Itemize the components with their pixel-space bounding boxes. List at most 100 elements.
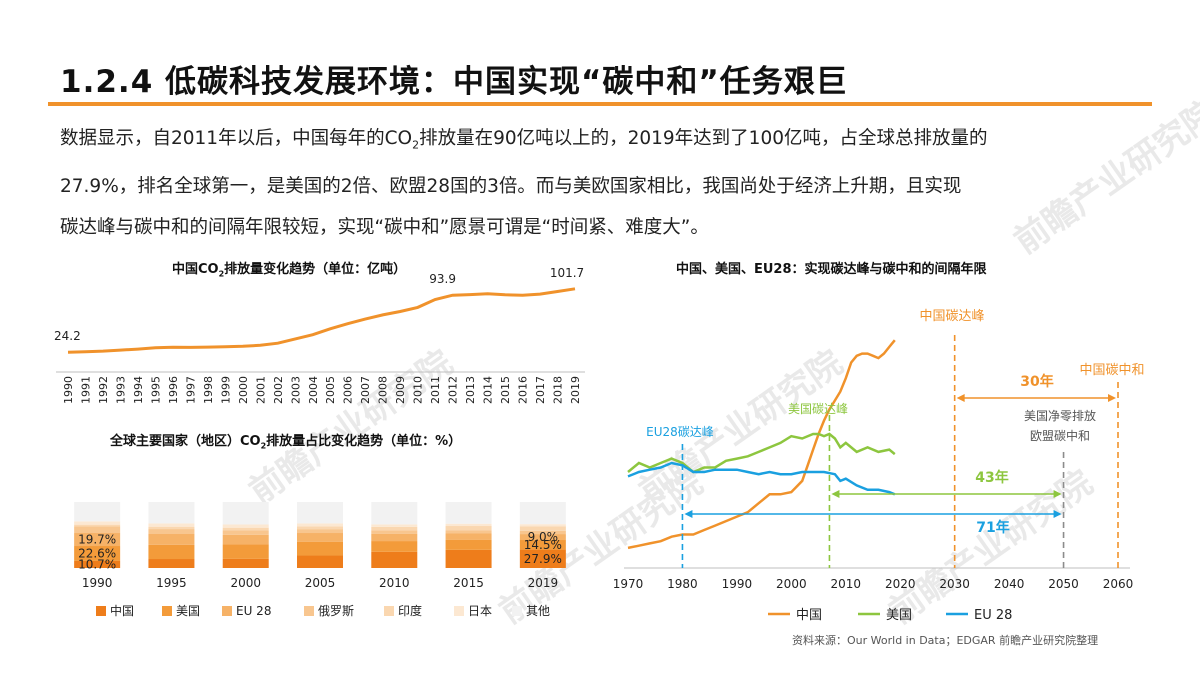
chart-1-title-a: 中国CO xyxy=(172,262,219,277)
legend-label: 日本 xyxy=(468,604,492,618)
legend-swatch xyxy=(512,606,522,616)
bar-segment xyxy=(371,526,418,531)
bar-segment xyxy=(148,523,195,527)
chart-2-title-a: 全球主要国家（地区）CO xyxy=(110,434,261,449)
x-tick-label: 2005 xyxy=(324,376,337,404)
x-tick-label: 1980 xyxy=(667,577,698,591)
x-tick-label: 1990 xyxy=(62,376,75,404)
x-tick-label: 2019 xyxy=(569,376,582,404)
x-tick-label: 2012 xyxy=(447,376,460,404)
summary-line-1: 数据显示，自2011年以后，中国每年的CO2排放量在90亿吨以上的，2019年达… xyxy=(60,118,1150,166)
bar-segment xyxy=(445,533,492,540)
x-tick-label: 2015 xyxy=(499,376,512,404)
data-label: 14.5% xyxy=(524,538,562,552)
chart-3-title: 中国、美国、EU28：实现碳达峰与碳中和的间隔年限 xyxy=(676,262,987,277)
bar-segment xyxy=(222,534,269,545)
bar-segment xyxy=(371,541,418,552)
bar-segment xyxy=(519,530,566,535)
legend-label: 其他 xyxy=(526,604,550,618)
x-tick-label: 2019 xyxy=(528,576,559,590)
span-arrow-left xyxy=(684,510,693,518)
chart-1-title-b: 排放量变化趋势（单位：亿吨） xyxy=(224,262,407,277)
legend-label: EU 28 xyxy=(974,608,1012,623)
bar-segment xyxy=(74,533,121,547)
legend-swatch xyxy=(384,606,394,616)
span-label: 30年 xyxy=(1020,373,1053,390)
source-note: 资料来源：Our World in Data；EDGAR 前瞻产业研究院整理 xyxy=(792,634,1099,647)
marker-label: 欧盟碳中和 xyxy=(1030,428,1090,443)
bar-segment xyxy=(519,534,566,541)
x-tick-label: 2010 xyxy=(831,577,862,591)
legend-label: 中国 xyxy=(110,603,134,618)
x-tick-label: 2000 xyxy=(237,376,250,404)
bar-segment xyxy=(519,526,566,531)
legend-swatch xyxy=(304,606,314,616)
page-title: 1.2.4 低碳科技发展环境：中国实现“碳中和”任务艰巨 xyxy=(60,64,848,100)
bar-segment xyxy=(148,502,195,524)
x-tick-label: 1970 xyxy=(613,577,644,591)
bar-segment xyxy=(519,502,566,525)
bar-segment xyxy=(74,526,121,534)
data-label: 93.9 xyxy=(429,272,456,286)
bar-segment xyxy=(297,526,343,530)
legend-label: EU 28 xyxy=(236,604,271,618)
bar-segment xyxy=(222,527,269,531)
x-tick-label: 2009 xyxy=(394,376,407,404)
legend-swatch xyxy=(96,606,106,616)
legend-label: 俄罗斯 xyxy=(318,604,354,618)
x-tick-label: 2008 xyxy=(377,376,390,404)
span-arrow-left xyxy=(831,490,840,498)
bar-segment xyxy=(445,502,492,524)
bar-segment xyxy=(222,544,269,559)
data-label: 22.6% xyxy=(78,546,116,560)
marker-label: EU28碳达峰 xyxy=(646,425,714,439)
bar-segment xyxy=(371,530,418,534)
summary-line-3: 碳达峰与碳中和的间隔年限较短，实现“碳中和”愿景可谓是“时间紧、难度大”。 xyxy=(60,216,709,238)
x-tick-label: 1991 xyxy=(79,376,92,404)
x-tick-label: 2030 xyxy=(939,577,970,591)
x-tick-label: 1993 xyxy=(114,376,127,404)
data-label: 101.7 xyxy=(550,266,584,280)
data-label: 27.9% xyxy=(524,552,562,566)
span-label: 71年 xyxy=(976,519,1009,536)
marker-label: 美国净零排放 xyxy=(1024,408,1096,423)
summary-line-1-a: 数据显示，自2011年以后，中国每年的CO xyxy=(60,128,413,149)
summary-line-1-b: 排放量在90亿吨以上的，2019年达到了100亿吨，占全球总排放量的 xyxy=(419,128,988,149)
x-tick-label: 2020 xyxy=(885,577,916,591)
x-tick-label: 1995 xyxy=(156,576,187,590)
x-tick-label: 2016 xyxy=(517,376,530,404)
span-arrow-left xyxy=(956,394,965,402)
x-tick-label: 2013 xyxy=(464,376,477,404)
x-tick-label: 2001 xyxy=(254,376,267,404)
bar-segment xyxy=(74,546,121,561)
x-tick-label: 2000 xyxy=(776,577,807,591)
summary-text: 数据显示，自2011年以后，中国每年的CO2排放量在90亿吨以上的，2019年达… xyxy=(60,118,1150,248)
bar-segment xyxy=(222,524,269,528)
span-arrow-right xyxy=(1108,394,1116,402)
x-tick-label: 2060 xyxy=(1103,577,1134,591)
bar-segment xyxy=(445,549,492,568)
bar-segment xyxy=(222,530,269,535)
x-tick-label: 2006 xyxy=(342,376,355,404)
x-tick-label: 2004 xyxy=(307,376,320,404)
summary-line-2: 27.9%，排名全球第一，是美国的2倍、欧盟28国的3倍。而与美欧国家相比，我国… xyxy=(60,175,962,197)
marker-label: 中国碳达峰 xyxy=(919,309,984,324)
marker-label: 中国碳中和 xyxy=(1079,363,1144,378)
x-tick-label: 1994 xyxy=(132,376,145,404)
bar-segment xyxy=(148,529,195,535)
china-co2-line-chart: 1990 1991 1992 1993 1994 1995 1996 1997 1998 1999… xyxy=(54,266,585,404)
x-tick-label: 1990 xyxy=(722,577,753,591)
bar-segment xyxy=(297,555,343,568)
bar-segment xyxy=(519,540,566,550)
x-tick-label: 1996 xyxy=(167,376,180,404)
series-line xyxy=(627,339,896,550)
bar-segment xyxy=(519,549,566,568)
span-arrow-right xyxy=(1053,510,1062,518)
chart-1-title: 中国CO2排放量变化趋势（单位：亿吨） xyxy=(172,258,406,279)
x-tick-label: 1995 xyxy=(149,376,162,404)
x-tick-label: 2002 xyxy=(272,376,285,404)
bar-segment xyxy=(74,524,121,527)
x-tick-label: 2015 xyxy=(453,576,484,590)
x-tick-label: 2014 xyxy=(482,376,495,404)
bar-segment xyxy=(519,524,566,527)
